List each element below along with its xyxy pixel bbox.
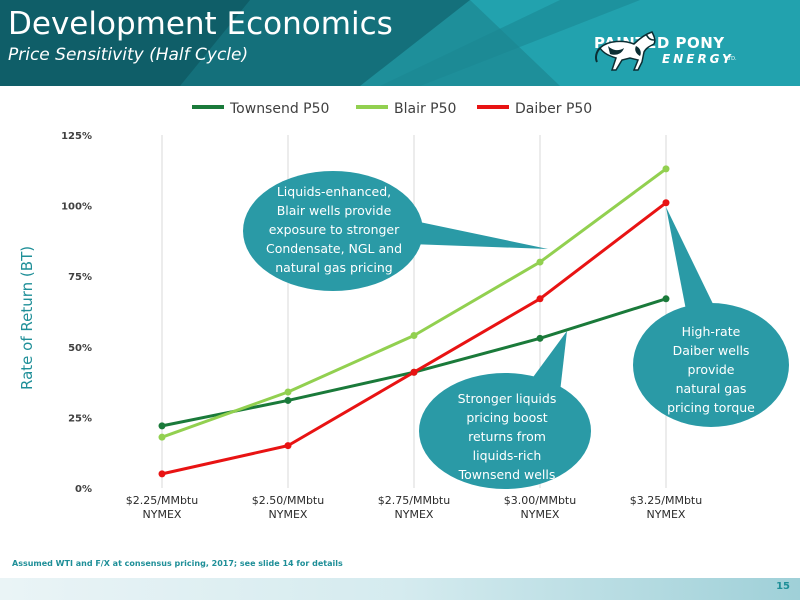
legend-label: Blair P50 [394, 101, 456, 117]
slide-header: Development Economics Price Sensitivity … [0, 0, 800, 86]
logo-text-line2: ENERGY [662, 52, 734, 66]
y-tick-label: 125% [61, 131, 92, 142]
callout-townsend-bubble [419, 373, 591, 489]
y-tick-label: 25% [68, 413, 92, 424]
data-point [536, 258, 544, 266]
data-point [284, 388, 292, 396]
callout-blair-bubble [243, 171, 423, 291]
data-point [158, 470, 166, 478]
page-number: 15 [776, 581, 790, 592]
chart-series [158, 165, 670, 478]
data-point [410, 368, 418, 376]
slide-subtitle: Price Sensitivity (Half Cycle) [8, 45, 249, 65]
x-tick-label: $2.75/MMbtu [378, 494, 450, 507]
data-point [284, 442, 292, 450]
data-point [158, 422, 166, 430]
legend-label: Daiber P50 [515, 101, 592, 117]
chart-axes: 0%25%50%75%100%125%$2.25/MMbtuNYMEX$2.50… [61, 131, 702, 521]
header-background [0, 0, 800, 86]
line-chart: 0%25%50%75%100%125%$2.25/MMbtuNYMEX$2.50… [61, 101, 789, 521]
callout-blair-pointer [410, 220, 548, 249]
data-point [662, 165, 670, 173]
x-tick-label: $2.50/MMbtu [252, 494, 324, 507]
data-point [536, 295, 544, 303]
company-logo: PAINTED PONY ENERGY LTD. [594, 28, 794, 78]
callout-townsend-text: Stronger liquids pricing boost returns fro… [457, 391, 557, 482]
x-tick-label: $2.25/MMbtu [126, 494, 198, 507]
chart-callouts [243, 171, 789, 489]
chart-legend: Townsend P50 Blair P50 Daiber P50 [192, 101, 592, 117]
x-tick-label: NYMEX [269, 508, 308, 521]
data-point [410, 332, 418, 340]
footnote: Assumed WTI and F/X at consensus pricing… [12, 559, 343, 568]
x-tick-label: NYMEX [395, 508, 434, 521]
x-tick-label: $3.25/MMbtu [630, 494, 702, 507]
y-axis-title: Rate of Return (BT) [18, 245, 36, 390]
y-tick-label: 0% [75, 484, 92, 495]
footer-bar [0, 578, 800, 600]
callout-blair-text: Liquids-enhanced, Blair wells provide expo… [265, 184, 403, 275]
data-point [662, 199, 670, 207]
slide-title: Development Economics [8, 6, 393, 42]
callout-daiber-pointer [666, 207, 714, 310]
y-tick-label: 50% [68, 343, 92, 354]
x-tick-label: NYMEX [143, 508, 182, 521]
callout-townsend-pointer [528, 331, 567, 392]
logo-ltd: LTD. [726, 56, 737, 62]
y-tick-label: 100% [61, 202, 92, 213]
data-point [284, 396, 292, 404]
y-tick-label: 75% [68, 272, 92, 283]
data-point [662, 295, 670, 303]
legend-label: Townsend P50 [229, 101, 329, 117]
x-tick-label: NYMEX [647, 508, 686, 521]
data-point [158, 433, 166, 441]
data-point [536, 334, 544, 342]
horse-icon [595, 31, 656, 71]
callout-daiber-text: High-rate Daiber wells provide natural gas p… [667, 324, 755, 415]
x-tick-label: NYMEX [521, 508, 560, 521]
callout-daiber-bubble [633, 303, 789, 427]
x-tick-label: $3.00/MMbtu [504, 494, 576, 507]
